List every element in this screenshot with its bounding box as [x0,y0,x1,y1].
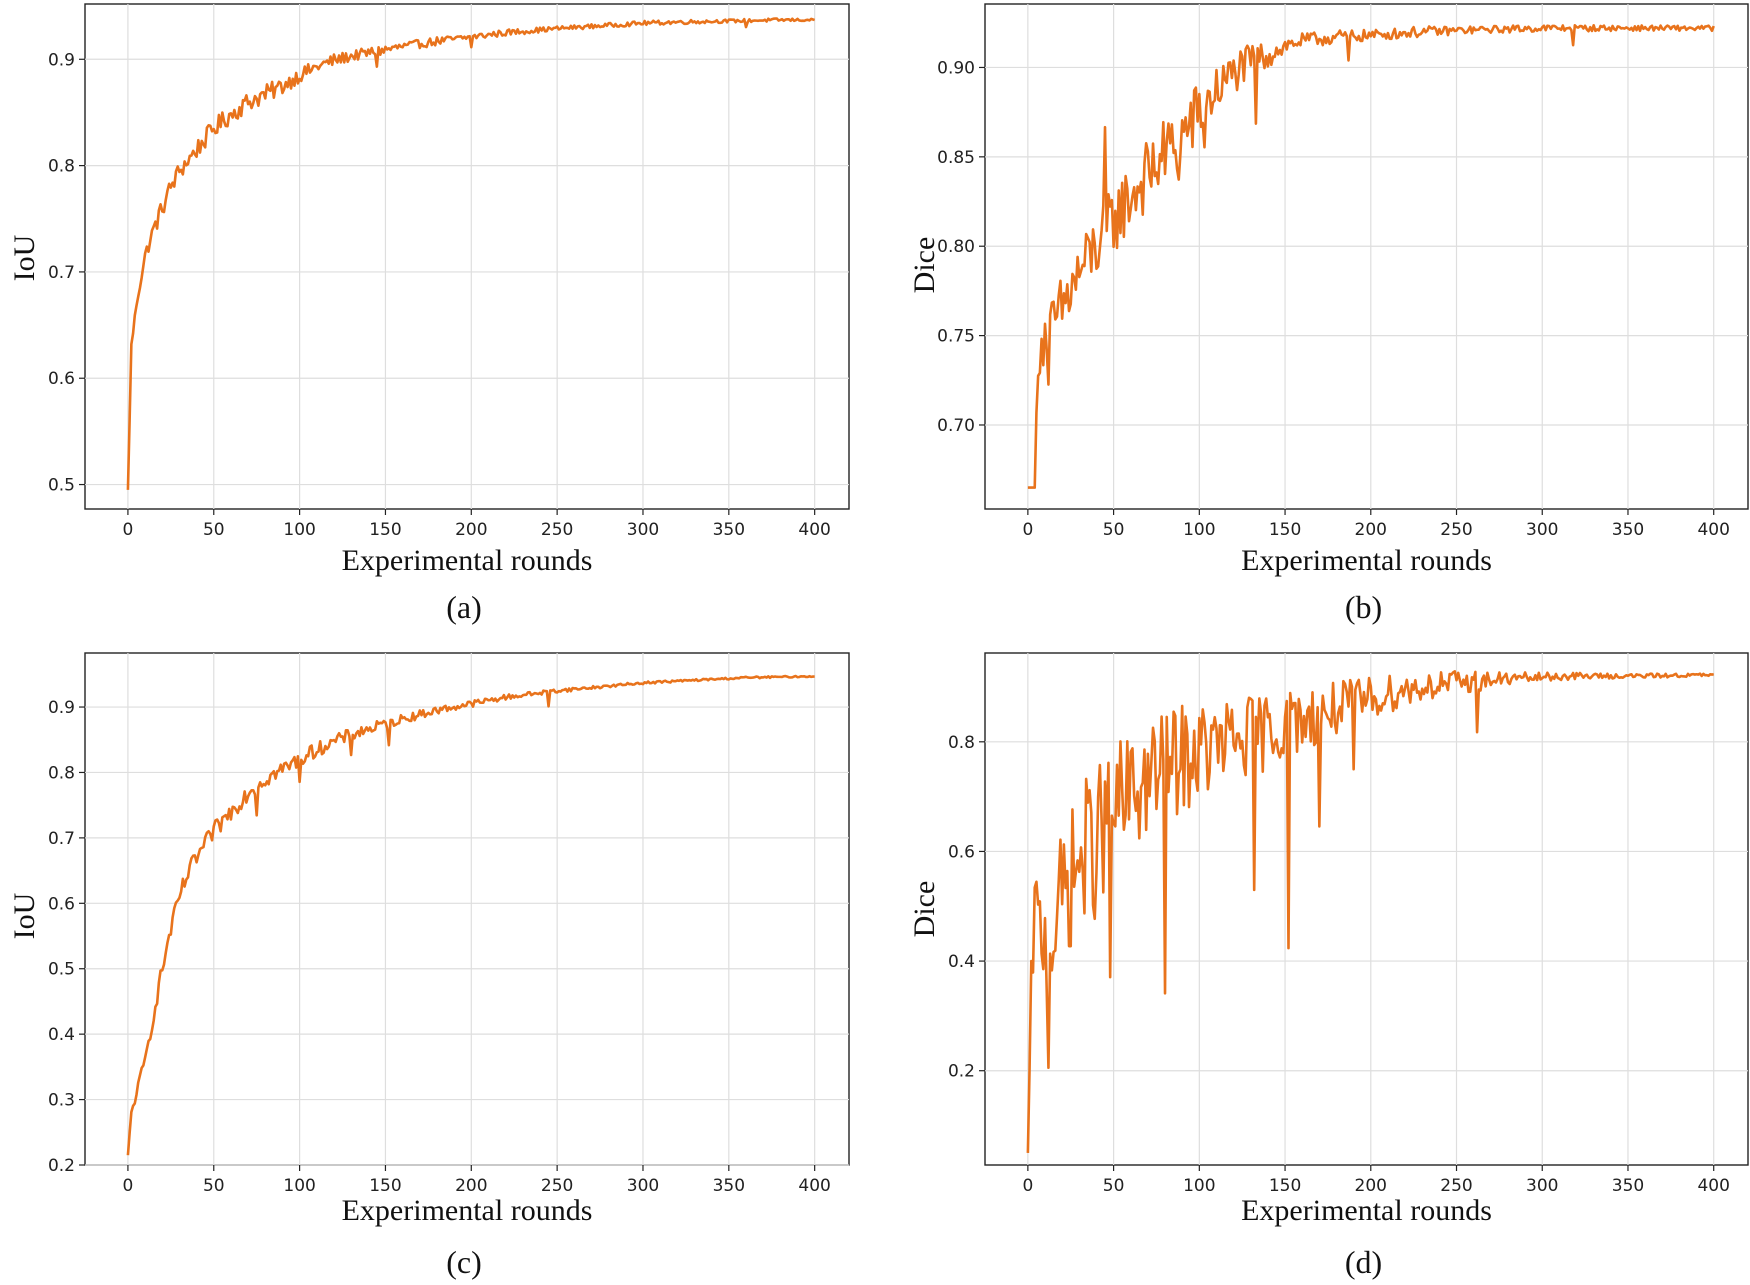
panel-d-xtick-label: 50 [1103,1176,1125,1196]
panel-b-xtick-label: 100 [1183,520,1215,540]
panel-d-ytick-label: 0.4 [948,952,975,972]
panel-c-ytick-label: 0.3 [48,1091,75,1111]
panel-b-xtick-label: 150 [1269,520,1301,540]
panel-c-grid [85,653,849,1166]
panel-a-xtick-label: 0 [123,520,134,540]
panel-c-xtick-label: 300 [627,1176,659,1196]
panel-d-xlabel: Experimental rounds [1241,1194,1492,1227]
panel-a-frame [84,3,850,510]
panel-c-xtick-label: 200 [455,1176,487,1196]
panel-a-xtick-label: 300 [627,520,659,540]
panel-b-frame [984,3,1749,510]
panel-a-ylabel: IoU [8,234,41,281]
panel-c-ticks: 0 50 100 150 200 250 300 350 400 0.2 0.3 0.4 0.5 0.6 0… [48,698,831,1196]
panel-b-ticks: 0 50 100 150 200 250 300 350 400 0.70 0.75 0.80 0.85… [937,58,1730,540]
panel-b-caption: (b) [1345,589,1382,625]
panel-a-xlabel: Experimental rounds [342,544,593,577]
panel-c-ytick-label: 0.8 [48,763,75,783]
panel-a-ticks: 0 50 100 150 200 250 300 350 400 0.5 0.6 0.7 0.8 0.9 [48,50,831,540]
panel-b-ytick-label: 0.75 [937,327,975,347]
panel-b-grid [985,4,1748,509]
panel-c-xtick-label: 350 [713,1176,745,1196]
panel-c: 0 50 100 150 200 250 300 350 400 0.2 0.3 0.4 0.5 0.6 0… [8,652,850,1280]
panel-c-xtick-label: 400 [798,1176,830,1196]
panel-c-frame [84,652,850,1166]
panel-d-xtick-label: 100 [1183,1176,1215,1196]
panel-a-xtick-label: 50 [203,520,225,540]
panel-b-xtick-label: 400 [1697,520,1729,540]
panel-d-xtick-label: 350 [1612,1176,1644,1196]
panel-a-grid [85,4,849,509]
panel-a-xtick-label: 150 [369,520,401,540]
panel-a: 0 50 100 150 200 250 300 350 4000.50.60.70.80.9 … [8,3,850,625]
panel-a-line [126,17,815,490]
panel-c-xtick-label: 50 [203,1176,225,1196]
panel-d-ytick-label: 0.2 [948,1062,975,1082]
panel-d-xtick-label: 400 [1697,1176,1729,1196]
panel-d-caption: (d) [1345,1244,1382,1280]
panel-d-xtick-label: 300 [1526,1176,1558,1196]
panel-b-xtick-label: 200 [1355,520,1387,540]
panel-b-ylabel: Dice [908,237,941,294]
panel-c-xlabel: Experimental rounds [342,1194,593,1227]
panel-d-grid [985,653,1748,1165]
panel-d-xtick-label: 150 [1269,1176,1301,1196]
panel-a-ytick-label: 0.9 [48,50,75,70]
panel-a-xtick-label: 100 [283,520,315,540]
panel-c-xtick-label: 0 [123,1176,134,1196]
panel-a-caption: (a) [446,589,482,625]
panel-d-ticks: 0 50 100 150 200 250 300 350 400 0.2 0.4 0.6 0.8 [948,733,1730,1196]
panel-a-ytick-label: 0.6 [48,369,75,389]
panel-d-ytick-label: 0.6 [948,842,975,862]
panel-b-ytick-label: 0.80 [937,237,975,257]
panel-b-xtick-label: 250 [1440,520,1472,540]
panel-d-xtick-label: 250 [1440,1176,1472,1196]
panel-c-caption: (c) [446,1244,482,1280]
panel-d-ytick-label: 0.8 [948,733,975,753]
panel-b-xlabel: Experimental rounds [1241,544,1492,577]
panel-c-xtick-label: 150 [369,1176,401,1196]
panel-a-ytick-label: 0.7 [48,263,75,283]
panel-b-xtick-label: 50 [1103,520,1125,540]
panel-a-xtick-label: 250 [541,520,573,540]
panel-c-ytick-label: 0.7 [48,829,75,849]
panel-c-ytick-label: 0.2 [48,1156,75,1176]
panel-c-line [126,674,815,1156]
panel-d-frame [984,652,1749,1166]
panel-c-xtick-label: 100 [283,1176,315,1196]
panel-a-xtick-label: 400 [798,520,830,540]
panel-a-xtick-label: 350 [713,520,745,540]
panel-d-line [1026,670,1714,1153]
panel-c-xtick-label: 250 [541,1176,573,1196]
panel-c-ytick-label: 0.6 [48,894,75,914]
panel-b: 0 50 100 150 200 250 300 350 400 0.70 0.75 0.80 0.85… [908,3,1749,625]
panel-d-xtick-label: 0 [1022,1176,1033,1196]
panel-c-ytick-label: 0.9 [48,698,75,718]
panel-a-xtick-label: 200 [455,520,487,540]
panel-a-ytick-label: 0.8 [48,157,75,177]
panel-b-xtick-label: 350 [1612,520,1644,540]
panel-b-ytick-label: 0.70 [937,416,975,436]
panel-b-xtick-label: 0 [1022,520,1033,540]
panel-b-ytick-label: 0.90 [937,58,975,78]
panel-a-ytick-label: 0.5 [48,476,75,496]
panel-c-ylabel: IoU [8,892,41,939]
panel-d-ylabel: Dice [908,881,941,938]
panel-d-xtick-label: 200 [1355,1176,1387,1196]
panel-c-ytick-label: 0.4 [48,1025,75,1045]
panel-b-xtick-label: 300 [1526,520,1558,540]
panel-b-ytick-label: 0.85 [937,148,975,168]
panel-d: 0 50 100 150 200 250 300 350 400 0.2 0.4 0.6 0.8 Exp… [908,652,1749,1280]
panel-b-line [1027,23,1715,489]
panel-c-ytick-label: 0.5 [48,960,75,980]
